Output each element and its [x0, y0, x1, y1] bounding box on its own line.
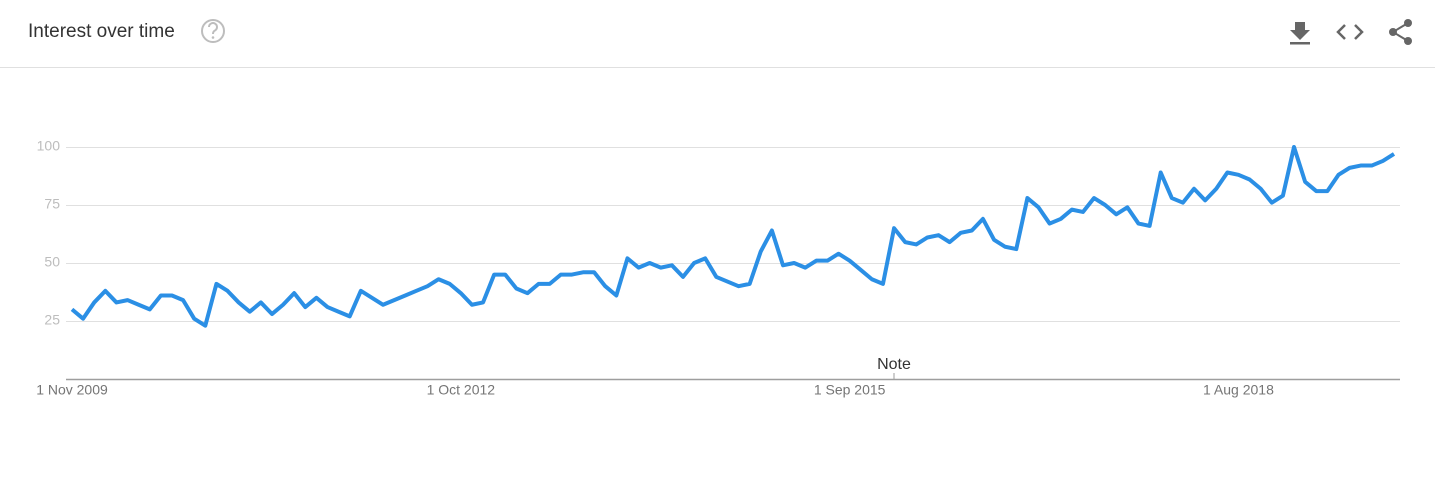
trend-line [70, 145, 1396, 328]
y-tick-label: 100 [37, 138, 61, 154]
x-tick-label: 1 Oct 2012 [427, 382, 496, 398]
embed-icon[interactable] [1336, 24, 1364, 40]
annotation: Note [877, 356, 911, 373]
x-tick-label: 1 Sep 2015 [814, 382, 886, 398]
x-tick-label: 1 Aug 2018 [1203, 382, 1274, 398]
x-tick-label: 1 Nov 2009 [36, 382, 108, 398]
y-tick-label: 50 [44, 254, 60, 270]
download-icon[interactable] [1290, 22, 1310, 45]
y-tick-label: 75 [44, 196, 60, 212]
help-icon[interactable] [201, 19, 225, 43]
share-icon[interactable] [1389, 19, 1412, 45]
y-tick-label: 25 [44, 312, 60, 328]
widget-title: Interest over time [28, 21, 175, 42]
